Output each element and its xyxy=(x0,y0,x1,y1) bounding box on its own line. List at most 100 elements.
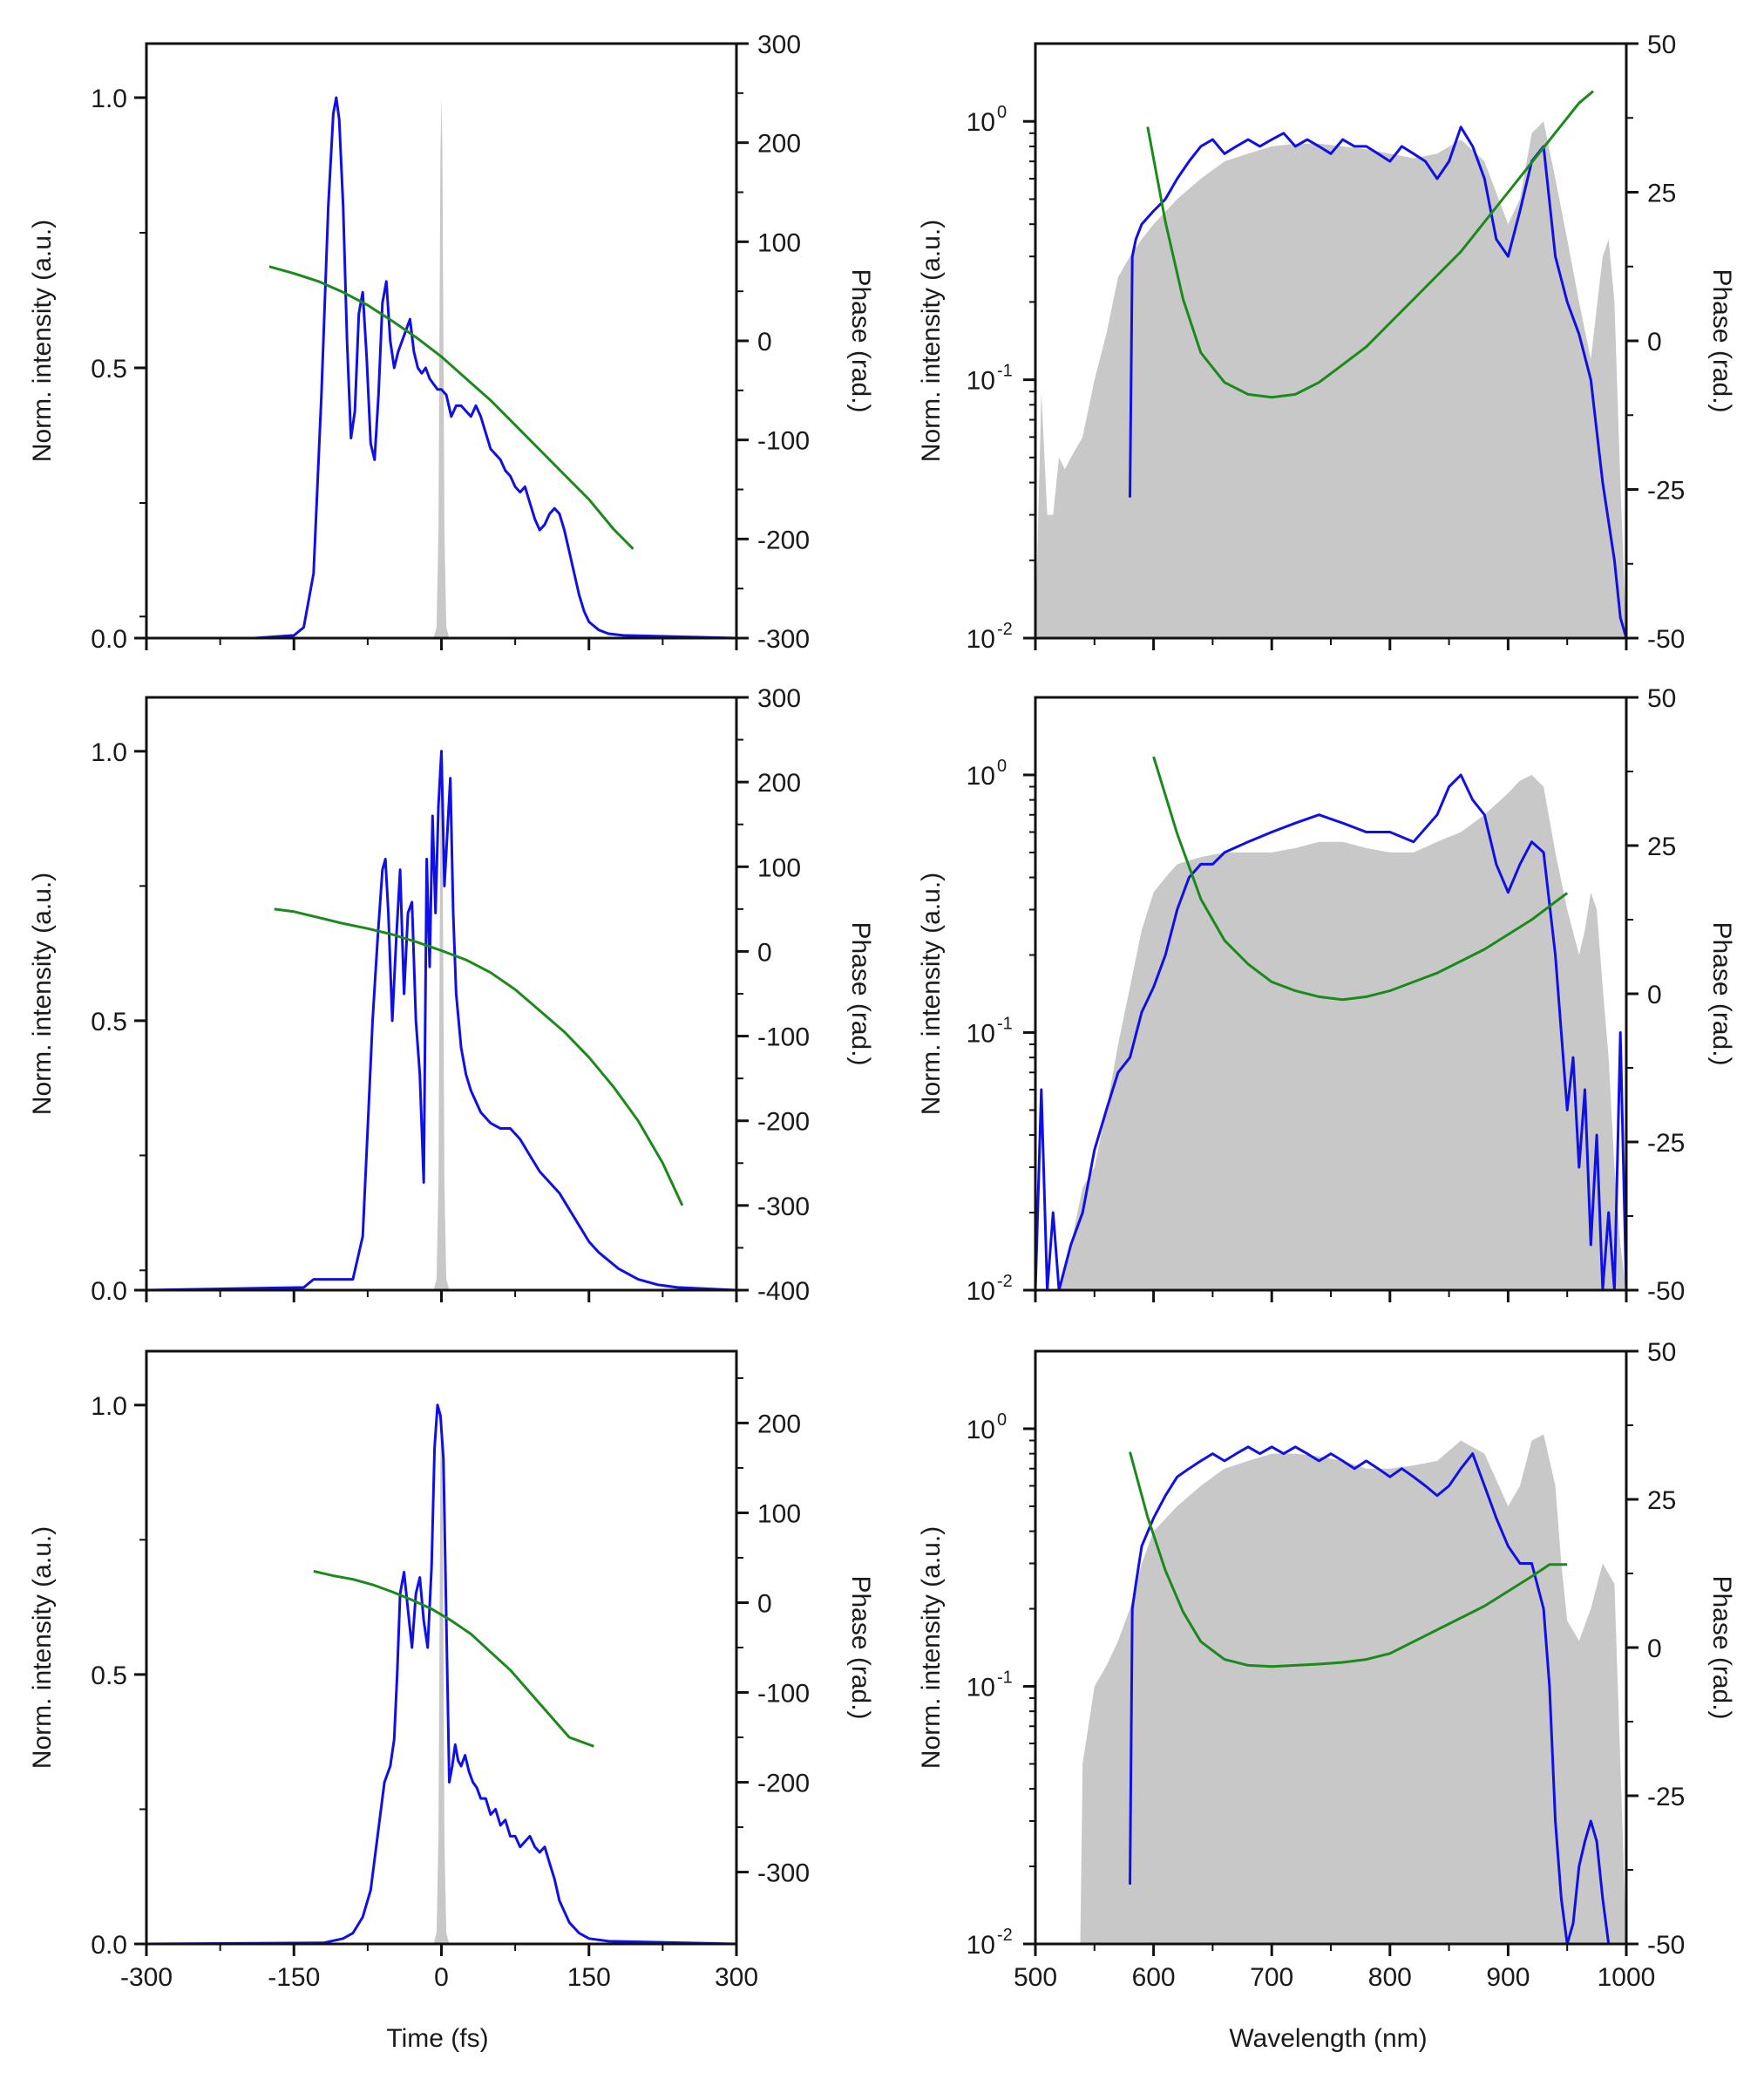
y2-axis-title: Phase (rad.) xyxy=(1707,921,1736,1065)
y2-tick-label: -200 xyxy=(757,526,810,554)
y2-tick-label: 300 xyxy=(757,684,801,713)
y-axis-title: Norm. intensity (a.u.) xyxy=(28,220,57,462)
series-spectrum-line xyxy=(1035,773,1626,1290)
y2-tick-label: -25 xyxy=(1647,1783,1685,1811)
y2-tick-label: -300 xyxy=(757,1193,810,1221)
y-tick-label: 1.0 xyxy=(91,1392,127,1421)
series-intensity-line xyxy=(146,1403,736,1944)
y2-tick-label: -50 xyxy=(1647,625,1685,654)
y2-axis-title: Phase (rad.) xyxy=(1707,1575,1736,1719)
x-tick-label: 700 xyxy=(1250,1963,1293,1992)
y2-tick-label: -50 xyxy=(1647,1931,1685,1960)
y2-tick-label: -50 xyxy=(1647,1277,1685,1306)
y-tick-label: 10 xyxy=(967,1931,995,1960)
y2-tick-label: -100 xyxy=(757,1680,810,1709)
plot-area xyxy=(1080,1434,1626,1944)
y-tick-exponent: -1 xyxy=(997,1668,1013,1687)
y-tick-label: 10 xyxy=(967,1019,995,1048)
y-tick-exponent: -2 xyxy=(997,1272,1013,1291)
series-reference-area xyxy=(1035,775,1626,1290)
y2-tick-label: 300 xyxy=(757,31,801,59)
series-reference-area xyxy=(433,98,450,638)
y2-tick-label: 50 xyxy=(1647,684,1676,713)
x-tick-label: 0 xyxy=(434,1963,449,1992)
series-phase-line xyxy=(1129,1451,1568,1668)
y-tick-label: 10 xyxy=(967,1673,995,1702)
y2-tick-label: 0 xyxy=(1647,1634,1662,1663)
chart-time-row2: 0.0 0.5 1.0 -400 -300 -200 -100 0 100 200 300 Norm.… xyxy=(28,615,875,1306)
y-tick-exponent: -1 xyxy=(997,362,1013,381)
x-tick-label: -150 xyxy=(268,1963,320,1992)
y2-tick-label: 100 xyxy=(757,1499,801,1528)
y-tick-label: 0.5 xyxy=(91,1661,127,1690)
y-tick-label: 0.0 xyxy=(91,1931,127,1960)
y-tick-exponent: 0 xyxy=(997,103,1007,122)
y2-tick-label: 200 xyxy=(757,1410,801,1438)
series-reference-area xyxy=(433,1404,450,1944)
y2-tick-label: -200 xyxy=(757,1108,810,1137)
x-tick-label: 1000 xyxy=(1598,1963,1656,1992)
y-tick-label: 10 xyxy=(967,108,995,137)
y2-tick-label: 0 xyxy=(1647,981,1662,1009)
chart-time-row1: 0.0 0.5 1.0 -300 -200 -100 0 100 200 300 Norm. int… xyxy=(28,31,875,654)
y2-tick-label: 0 xyxy=(757,328,772,357)
y2-axis-title: Phase (rad.) xyxy=(846,268,875,412)
y2-tick-label: 0 xyxy=(757,1589,772,1618)
y2-tick-label: 25 xyxy=(1647,1486,1676,1515)
series-phase-line xyxy=(313,1569,594,1748)
y-tick-label: 0.5 xyxy=(91,355,127,384)
x-tick-label: 600 xyxy=(1132,1963,1176,1992)
y-axis-title: Norm. intensity (a.u.) xyxy=(917,873,946,1115)
y-axis-title: Norm. intensity (a.u.) xyxy=(917,1526,946,1769)
y-tick-exponent: -2 xyxy=(997,620,1013,639)
y2-tick-label: -25 xyxy=(1647,1129,1685,1158)
y2-tick-label: 25 xyxy=(1647,832,1676,861)
series-reference-area xyxy=(1035,121,1626,638)
y-tick-exponent: 0 xyxy=(997,757,1007,776)
series-phase-line xyxy=(268,265,634,550)
y2-tick-label: 50 xyxy=(1647,31,1676,59)
y-tick-label: 0.0 xyxy=(91,625,127,654)
y-tick-label: 10 xyxy=(967,625,995,654)
plot-area xyxy=(1035,756,1626,1290)
plot-area xyxy=(1035,90,1626,638)
plot-area xyxy=(146,1403,736,1944)
y-tick-label: 10 xyxy=(967,1277,995,1306)
y2-tick-label: 0 xyxy=(1647,328,1662,357)
y-axis-title: Norm. intensity (a.u.) xyxy=(917,220,946,462)
y-tick-exponent: 0 xyxy=(997,1410,1007,1430)
y2-tick-label: 50 xyxy=(1647,1338,1676,1367)
y2-tick-label: -300 xyxy=(757,625,810,654)
y2-tick-label: 100 xyxy=(757,853,801,882)
x-tick-label: -300 xyxy=(120,1963,173,1992)
x-tick-label: 900 xyxy=(1486,1963,1530,1992)
series-spectrum-line xyxy=(1129,126,1626,638)
series-intensity-line xyxy=(146,750,736,1290)
series-phase-line xyxy=(1152,756,1569,1002)
y2-tick-label: 200 xyxy=(757,130,801,159)
y2-axis-title: Phase (rad.) xyxy=(846,921,875,1065)
y2-axis-title: Phase (rad.) xyxy=(1707,268,1736,412)
time-axis-label: Time (fs) xyxy=(386,2024,488,2053)
y-tick-label: 10 xyxy=(967,762,995,791)
y-tick-label: 1.0 xyxy=(91,738,127,767)
y-tick-exponent: -2 xyxy=(997,1926,1013,1945)
plot-area xyxy=(146,96,736,638)
x-tick-label: 150 xyxy=(567,1963,611,1992)
y-axis-title: Norm. intensity (a.u.) xyxy=(28,1526,57,1769)
x-tick-label: 500 xyxy=(1014,1963,1057,1992)
x-tick-label: 800 xyxy=(1368,1963,1412,1992)
series-reference-area xyxy=(1080,1434,1626,1944)
series-spectrum-line xyxy=(1129,1445,1611,1944)
y-tick-label: 0.5 xyxy=(91,1008,127,1036)
x-tick-label: 300 xyxy=(715,1963,758,1992)
chart-time-row3: -300 -150 0 150 300 0.0 0.5 1.0 -300 -200 -100 0 100… xyxy=(28,1269,875,1992)
series-reference-area xyxy=(433,751,450,1290)
y-tick-exponent: -1 xyxy=(997,1014,1013,1033)
y2-tick-label: -400 xyxy=(757,1277,810,1306)
series-intensity-line xyxy=(146,96,736,638)
y2-tick-label: -200 xyxy=(757,1770,810,1798)
